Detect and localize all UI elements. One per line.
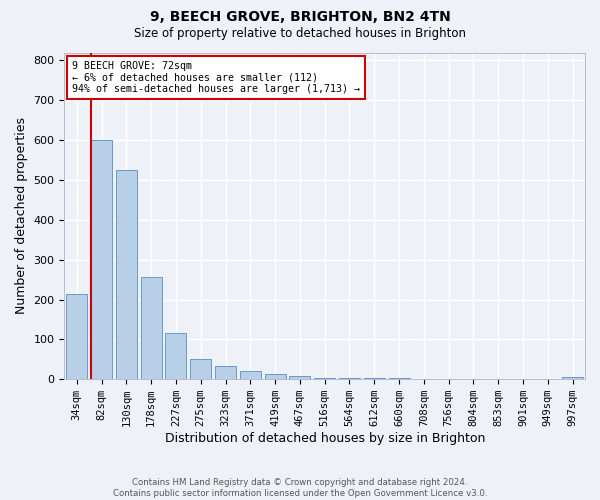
- Text: 9, BEECH GROVE, BRIGHTON, BN2 4TN: 9, BEECH GROVE, BRIGHTON, BN2 4TN: [149, 10, 451, 24]
- X-axis label: Distribution of detached houses by size in Brighton: Distribution of detached houses by size …: [164, 432, 485, 445]
- Bar: [66, 294, 88, 379]
- Text: Size of property relative to detached houses in Brighton: Size of property relative to detached ho…: [134, 28, 466, 40]
- Bar: [289, 376, 310, 379]
- Bar: [265, 374, 286, 379]
- Bar: [166, 332, 187, 379]
- Bar: [240, 372, 261, 379]
- Bar: [314, 378, 335, 379]
- Bar: [389, 378, 410, 379]
- Y-axis label: Number of detached properties: Number of detached properties: [15, 118, 28, 314]
- Bar: [562, 377, 583, 379]
- Text: 9 BEECH GROVE: 72sqm
← 6% of detached houses are smaller (112)
94% of semi-detac: 9 BEECH GROVE: 72sqm ← 6% of detached ho…: [72, 60, 360, 94]
- Text: Contains HM Land Registry data © Crown copyright and database right 2024.
Contai: Contains HM Land Registry data © Crown c…: [113, 478, 487, 498]
- Bar: [215, 366, 236, 379]
- Bar: [116, 170, 137, 379]
- Bar: [339, 378, 360, 379]
- Bar: [91, 140, 112, 379]
- Bar: [364, 378, 385, 379]
- Bar: [140, 277, 162, 379]
- Bar: [190, 358, 211, 379]
